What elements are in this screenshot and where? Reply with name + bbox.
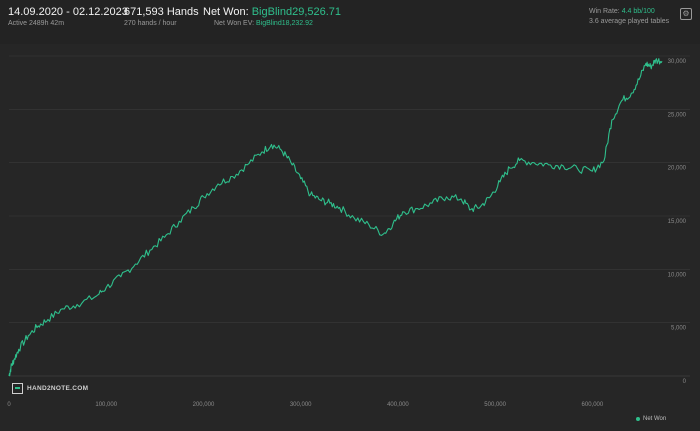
y-tick-label: 10,000 xyxy=(668,272,687,278)
net-won-value: BigBlind29,526.71 xyxy=(251,6,342,18)
logo-icon xyxy=(12,383,23,394)
x-tick-label: 300,000 xyxy=(290,402,312,408)
active-time: Active 2489h 42m xyxy=(8,20,65,27)
x-tick-label: 200,000 xyxy=(193,402,215,408)
net-won-line xyxy=(8,58,663,377)
ev-label: Net Won EV: xyxy=(214,20,255,27)
header-bar: 14.09.2020 - 02.12.2023 Active 2489h 42m… xyxy=(0,0,700,44)
y-tick-label: 5,000 xyxy=(671,326,687,332)
y-tick-label: 20,000 xyxy=(668,166,687,172)
chart-grid xyxy=(9,55,690,377)
tables-info: 3.6 average played tables xyxy=(589,18,670,25)
logo-text: HAND2NOTE.COM xyxy=(27,385,89,392)
net-won-label: Net Won: xyxy=(203,6,249,18)
x-tick-label: 500,000 xyxy=(484,402,506,408)
y-tick-label: 15,000 xyxy=(668,219,687,225)
y-tick-label: 0 xyxy=(683,379,687,385)
legend-marker xyxy=(636,417,640,421)
y-tick-label: 25,000 xyxy=(668,112,687,118)
legend-label: Net Won xyxy=(643,416,667,422)
hand2note-logo: HAND2NOTE.COM xyxy=(12,383,88,394)
y-tick-label: 30,000 xyxy=(668,59,687,65)
x-tick-label: 100,000 xyxy=(95,402,117,408)
x-axis-ticks: 0 100,000 200,000 300,000 400,000 500,000 600,… xyxy=(7,402,604,408)
win-rate-label: Win Rate: xyxy=(589,8,620,15)
net-won-ev: Net Won EV: BigBlind18,232.92 xyxy=(214,20,313,27)
x-tick-label: 0 xyxy=(7,402,11,408)
y-axis-ticks: 0 5,000 10,000 15,000 20,000 25,000 30,000 xyxy=(668,59,687,385)
chart-legend[interactable]: Net Won xyxy=(636,416,666,422)
win-rate: Win Rate: 4.4 bb/100 xyxy=(589,8,655,15)
gear-icon[interactable]: ⚙ xyxy=(680,8,692,20)
win-rate-value: 4.4 bb/100 xyxy=(621,8,655,15)
date-range: 14.09.2020 - 02.12.2023 xyxy=(8,6,128,18)
hands-count: 671,593 Hands xyxy=(124,6,199,18)
x-tick-label: 400,000 xyxy=(387,402,409,408)
hands-rate: 270 hands / hour xyxy=(124,20,177,27)
ev-value: BigBlind18,232.92 xyxy=(256,20,313,27)
net-won: Net Won: BigBlind29,526.71 xyxy=(203,6,341,18)
x-tick-label: 600,000 xyxy=(582,402,604,408)
